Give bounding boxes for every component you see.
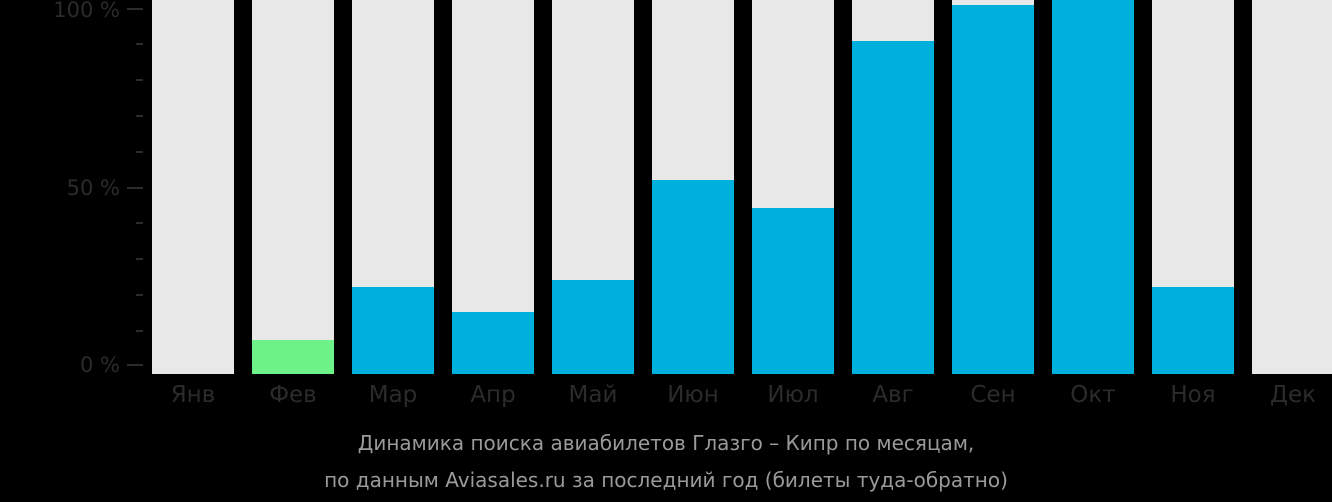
bar-track <box>1152 0 1234 374</box>
y-label-100: 100 % <box>53 0 120 22</box>
bar-track <box>652 0 734 374</box>
x-label: Апр <box>470 382 516 408</box>
y-tick-minor <box>136 43 143 45</box>
bar-fill <box>852 41 934 374</box>
bar-track <box>852 0 934 374</box>
bar-fill <box>752 208 834 374</box>
bar-track <box>452 0 534 374</box>
y-tick-major <box>127 8 143 10</box>
y-tick-minor <box>136 294 143 296</box>
x-label: Июл <box>767 382 819 408</box>
bar-track <box>752 0 834 374</box>
x-label: Янв <box>170 382 216 408</box>
x-label: Мар <box>368 382 418 408</box>
y-label-50: 50 % <box>66 176 120 200</box>
y-tick-minor <box>136 258 143 260</box>
bar-fill <box>652 179 734 374</box>
x-label: Дек <box>1269 382 1316 408</box>
y-tick-minor <box>136 79 143 81</box>
bar-fill <box>352 286 434 374</box>
chart-caption-line2: по данным Aviasales.ru за последний год … <box>324 468 1008 492</box>
bar-fill <box>452 311 534 374</box>
x-label: Ноя <box>1170 382 1216 408</box>
chart-caption-line1: Динамика поиска авиабилетов Глазго – Кип… <box>357 431 975 455</box>
bar-fill <box>252 340 334 374</box>
x-label: Сен <box>970 382 1016 408</box>
bar-track <box>1252 0 1332 374</box>
bar-track <box>252 0 334 374</box>
x-label: Окт <box>1070 382 1116 408</box>
bar-track <box>952 0 1034 374</box>
x-label: Авг <box>872 382 914 408</box>
bar-track <box>552 0 634 374</box>
bar-fill <box>1052 0 1134 374</box>
bar-track <box>1052 0 1134 374</box>
y-tick-minor <box>136 115 143 117</box>
x-label: Фев <box>269 382 317 408</box>
bar-track <box>152 0 234 374</box>
y-tick-major <box>127 187 143 189</box>
y-label-0: 0 % <box>80 353 120 377</box>
y-tick-minor <box>136 222 143 224</box>
bar-track <box>352 0 434 374</box>
x-label: Май <box>568 382 618 408</box>
y-tick-major <box>127 364 143 366</box>
y-tick-minor <box>136 330 143 332</box>
y-tick-minor <box>136 151 143 153</box>
bar-fill <box>1152 286 1234 374</box>
x-label: Июн <box>667 382 719 408</box>
bar-fill <box>952 5 1034 374</box>
bar-fill <box>552 279 634 374</box>
